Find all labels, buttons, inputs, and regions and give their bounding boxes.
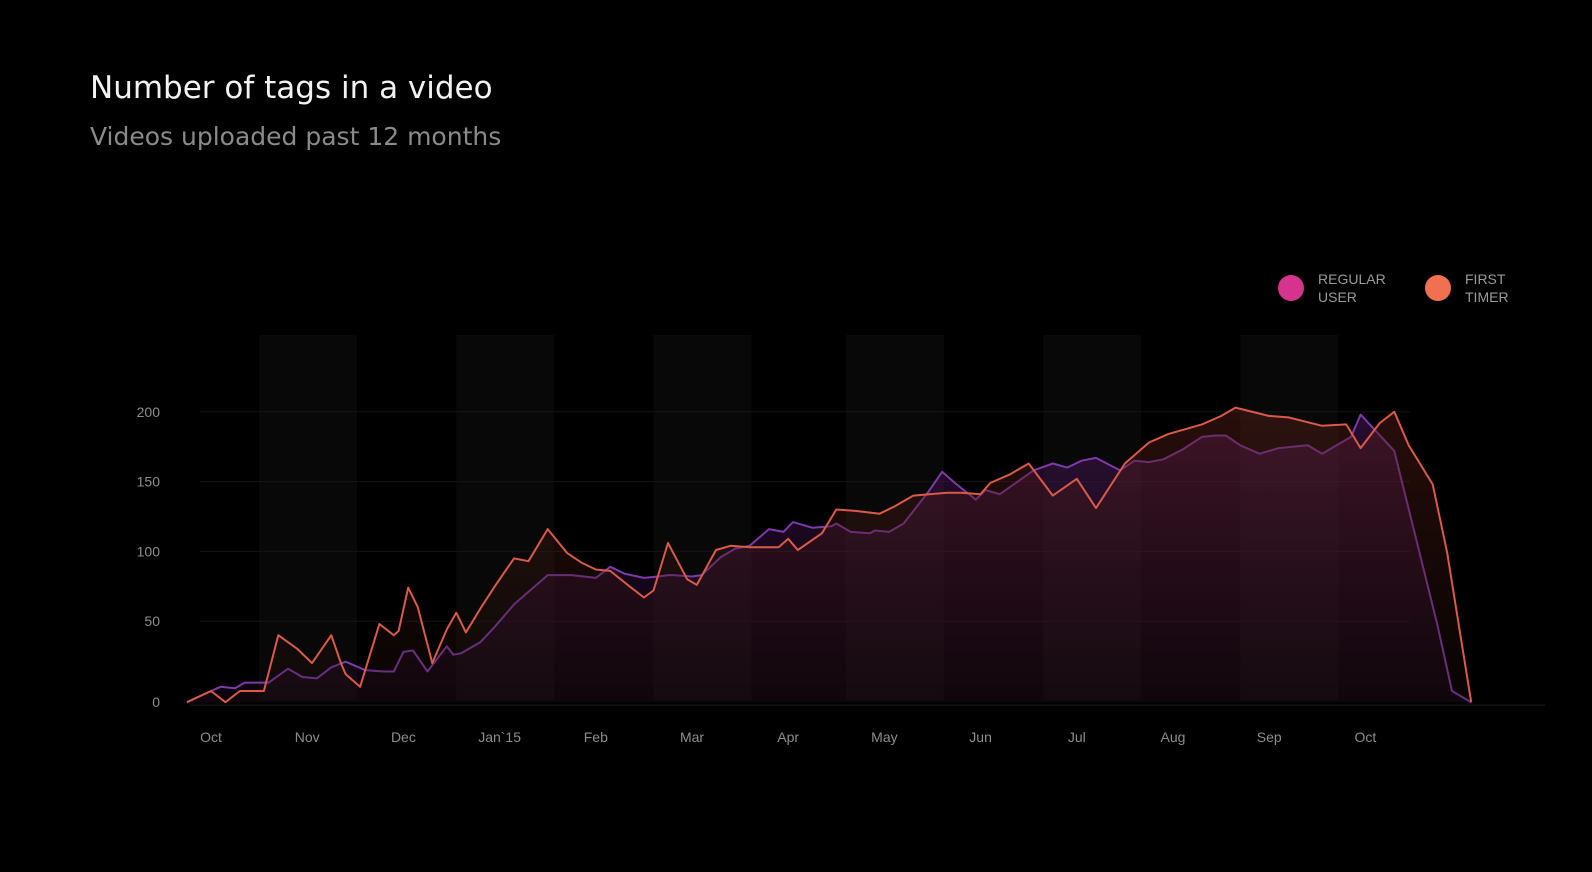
x-tick-label: Jun: [969, 729, 992, 745]
legend-marker-first-timer: [1425, 275, 1451, 301]
legend-item-first-timer[interactable]: FIRST TIMER: [1425, 270, 1545, 306]
y-tick-label: 100: [137, 543, 161, 559]
x-tick-label: Jul: [1068, 729, 1086, 745]
y-tick-label: 200: [137, 404, 161, 420]
x-tick-label: Sep: [1257, 729, 1282, 745]
legend-label-regular-line1: REGULAR: [1318, 271, 1386, 287]
y-axis-ticks: 0 50 100 150 200: [137, 404, 161, 710]
x-tick-label: Aug: [1161, 729, 1186, 745]
x-tick-label: May: [871, 729, 897, 745]
legend-marker-regular-user: [1278, 275, 1304, 301]
y-tick-label: 50: [144, 613, 160, 629]
x-axis-ticks: Oct Nov Dec Jan`15 Feb Mar Apr May Jun Jul Aug Sep O…: [200, 729, 1376, 745]
legend-item-regular-user[interactable]: REGULAR USER: [1278, 270, 1398, 306]
chart-title: Number of tags in a video: [90, 70, 493, 106]
legend-label-first-line1: FIRST: [1465, 271, 1506, 287]
series-group: [186, 406, 1473, 704]
y-tick-label: 0: [152, 694, 160, 710]
legend-label-first-line2: TIMER: [1465, 289, 1509, 305]
x-tick-label: Dec: [391, 729, 416, 745]
month-band-0: [259, 335, 357, 700]
x-tick-label: Apr: [777, 729, 799, 745]
line-first: [186, 406, 1473, 704]
x-tick-label: Oct: [1355, 729, 1377, 745]
x-tick-label: Feb: [584, 729, 608, 745]
area-first: [186, 407, 1472, 703]
x-tick-label: Jan`15: [478, 729, 521, 745]
y-tick-label: 150: [137, 474, 161, 490]
x-tick-label: Nov: [295, 729, 320, 745]
x-tick-label: Mar: [680, 729, 704, 745]
chart-subtitle: Videos uploaded past 12 months: [90, 122, 502, 151]
x-tick-label: Oct: [200, 729, 222, 745]
legend-label-regular-line2: USER: [1318, 289, 1357, 305]
